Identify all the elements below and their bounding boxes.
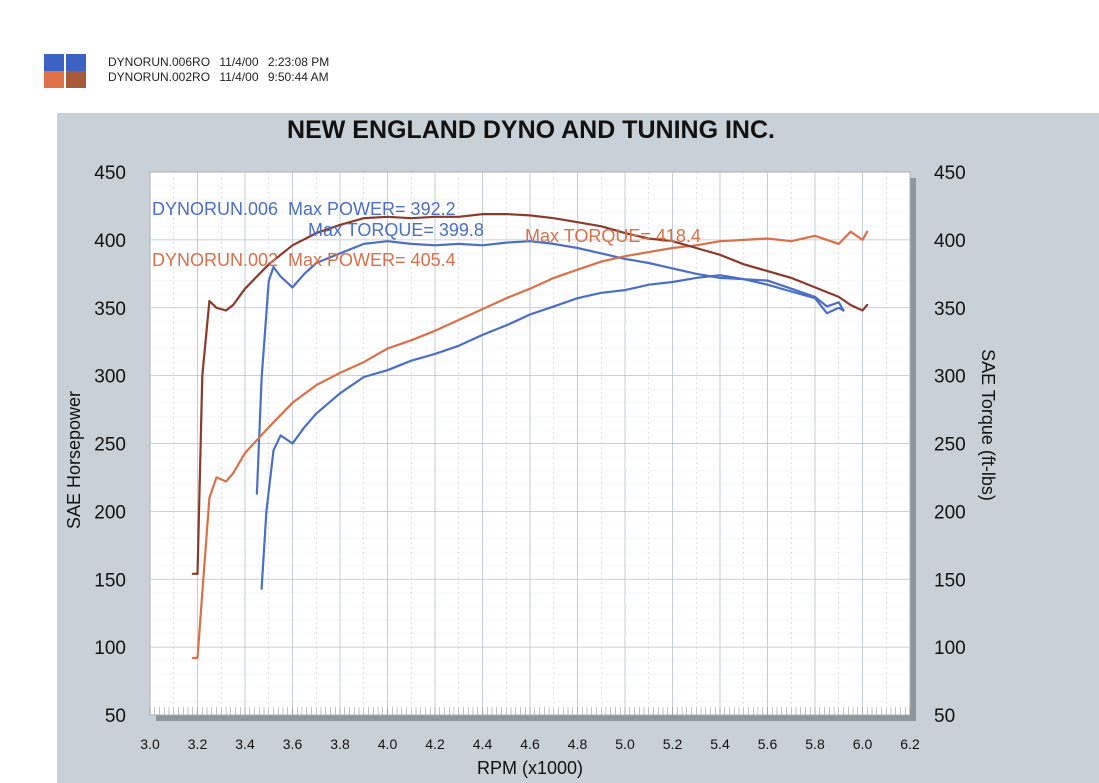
run-date: 11/4/00 [219, 55, 259, 69]
legend-entry-run-006: DYNORUN.006RO 11/4/00 2:23:08 PM [108, 55, 335, 69]
y-tick-label-right: 200 [934, 502, 966, 523]
x-tick-label: 4.2 [425, 736, 445, 752]
y-tick-label-right: 50 [934, 706, 955, 727]
run-name: DYNORUN.006RO [108, 55, 211, 69]
legend-swatch-run-006 [44, 54, 86, 71]
x-tick-label: 4.0 [378, 736, 398, 752]
x-tick-label: 3.6 [283, 736, 303, 752]
x-tick-label: 5.8 [805, 736, 825, 752]
run-time: 9:50:44 AM [267, 70, 329, 84]
y-tick-label-right: 450 [934, 163, 966, 184]
run-name: DYNORUN.002RO [108, 70, 211, 84]
run-time: 2:23:08 PM [267, 55, 330, 69]
y-tick-label-right: 300 [934, 367, 966, 388]
y-tick-label-right: 250 [934, 435, 966, 456]
y-axis-label-right: SAE Torque (ft-lbs) [978, 349, 998, 501]
y-tick-label-left: 250 [94, 435, 126, 456]
y-tick-label-left: 50 [105, 706, 126, 727]
y-tick-label-right: 350 [934, 299, 966, 320]
y-tick-label-left: 200 [94, 502, 126, 523]
annotation-run-006-max-power: DYNORUN.006 Max POWER= 392.2 [152, 199, 456, 219]
y-tick-label-left: 350 [94, 299, 126, 320]
y-tick-label-right: 100 [934, 638, 966, 659]
run-date: 11/4/00 [219, 70, 259, 84]
y-tick-label-left: 150 [94, 570, 126, 591]
x-tick-label: 3.4 [235, 736, 255, 752]
x-tick-label: 4.8 [568, 736, 588, 752]
chart-title: NEW ENGLAND DYNO AND TUNING INC. [287, 116, 775, 144]
x-tick-label: 5.6 [758, 736, 778, 752]
annotation-run-002-max-torque: Max TORQUE= 418.4 [525, 226, 701, 246]
y-tick-label-left: 300 [94, 367, 126, 388]
x-tick-label: 3.2 [188, 736, 208, 752]
annotation-run-006-max-torque: Max TORQUE= 399.8 [308, 220, 484, 240]
series-line-dynorun-002-power [191, 230, 869, 660]
labels: NEW ENGLAND DYNO AND TUNING INC. RPM (x1… [64, 116, 998, 778]
y-tick-label-left: 450 [94, 163, 126, 184]
y-tick-label-right: 150 [934, 570, 966, 591]
x-axis-label: RPM (x1000) [477, 758, 583, 778]
x-tick-label: 5.2 [663, 736, 683, 752]
series-line-dynorun-002-torque [191, 213, 869, 575]
legend-entry-run-002: DYNORUN.002RO 11/4/00 9:50:44 AM [108, 70, 335, 84]
series-group [191, 213, 869, 660]
x-tick-label: 3.8 [330, 736, 350, 752]
y-tick-label-left: 400 [94, 231, 126, 252]
annotation-run-002-max-power: DYNORUN.002 Max POWER= 405.4 [152, 250, 456, 270]
legend-swatch-run-002 [44, 71, 86, 88]
x-tick-label: 4.4 [473, 736, 493, 752]
x-tick-label: 6.0 [853, 736, 873, 752]
series-line-dynorun-006-torque [255, 240, 845, 495]
x-tick-label: 5.4 [710, 736, 730, 752]
y-axis-label-left: SAE Horsepower [64, 391, 84, 529]
y-tick-label-left: 100 [94, 638, 126, 659]
y-tick-label-right: 400 [934, 231, 966, 252]
x-tick-label: 5.0 [615, 736, 635, 752]
x-tick-label: 4.6 [520, 736, 540, 752]
x-tick-label: 6.2 [900, 736, 920, 752]
x-tick-label: 3.0 [140, 736, 160, 752]
series-line-dynorun-006-power [260, 274, 845, 590]
